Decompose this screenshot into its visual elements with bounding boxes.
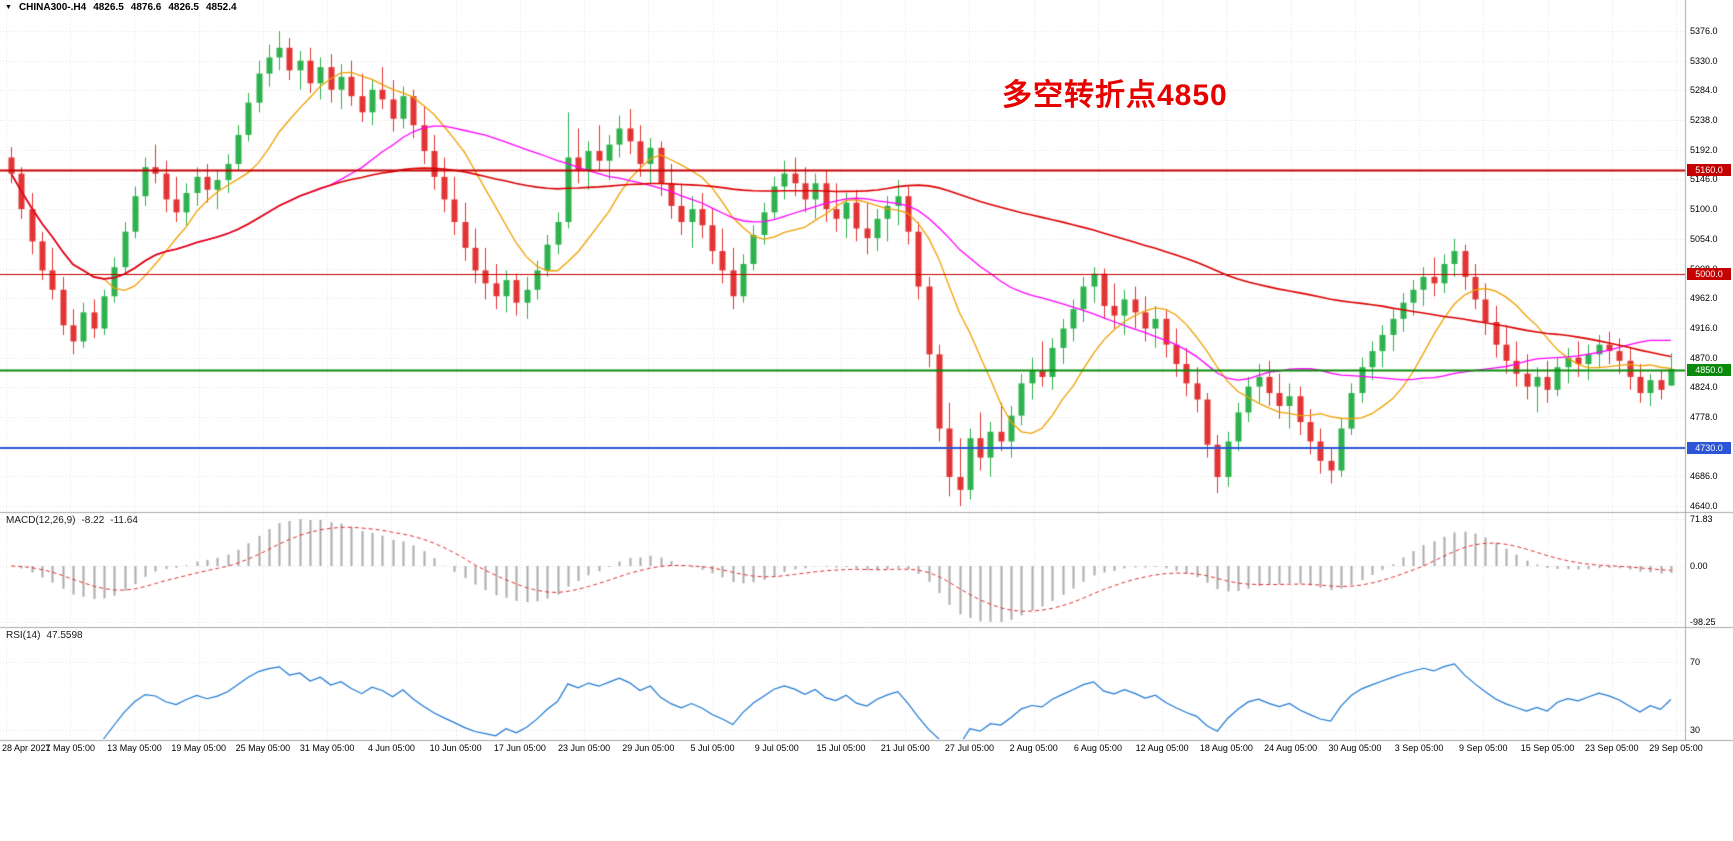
- macd-indicator-label: MACD(12,26,9) -8.22 -11.64: [6, 515, 138, 526]
- symbol-name: CHINA300-.H4: [18, 2, 87, 13]
- chart-annotation-text: 多空转折点4850: [1002, 79, 1228, 112]
- macd-main-value: -8.22: [81, 515, 105, 526]
- price-high: 4876.6: [130, 2, 162, 13]
- price-open: 4826.5: [93, 2, 124, 13]
- macd-signal-value: -11.64: [110, 515, 138, 526]
- rsi-name: RSI(14): [6, 630, 41, 641]
- price-close: 4852.4: [205, 2, 237, 13]
- symbol-info-bar: ▼ CHINA300-.H4 4826.5 4876.6 4826.5 4852…: [5, 2, 237, 13]
- macd-name: MACD(12,26,9): [6, 515, 76, 526]
- symbol-marker-icon: ▼: [5, 3, 12, 11]
- chart-canvas[interactable]: [0, 0, 1733, 765]
- price-low: 4826.5: [168, 2, 199, 13]
- rsi-value: 47.5598: [46, 630, 83, 641]
- rsi-indicator-label: RSI(14) 47.5598: [6, 630, 83, 641]
